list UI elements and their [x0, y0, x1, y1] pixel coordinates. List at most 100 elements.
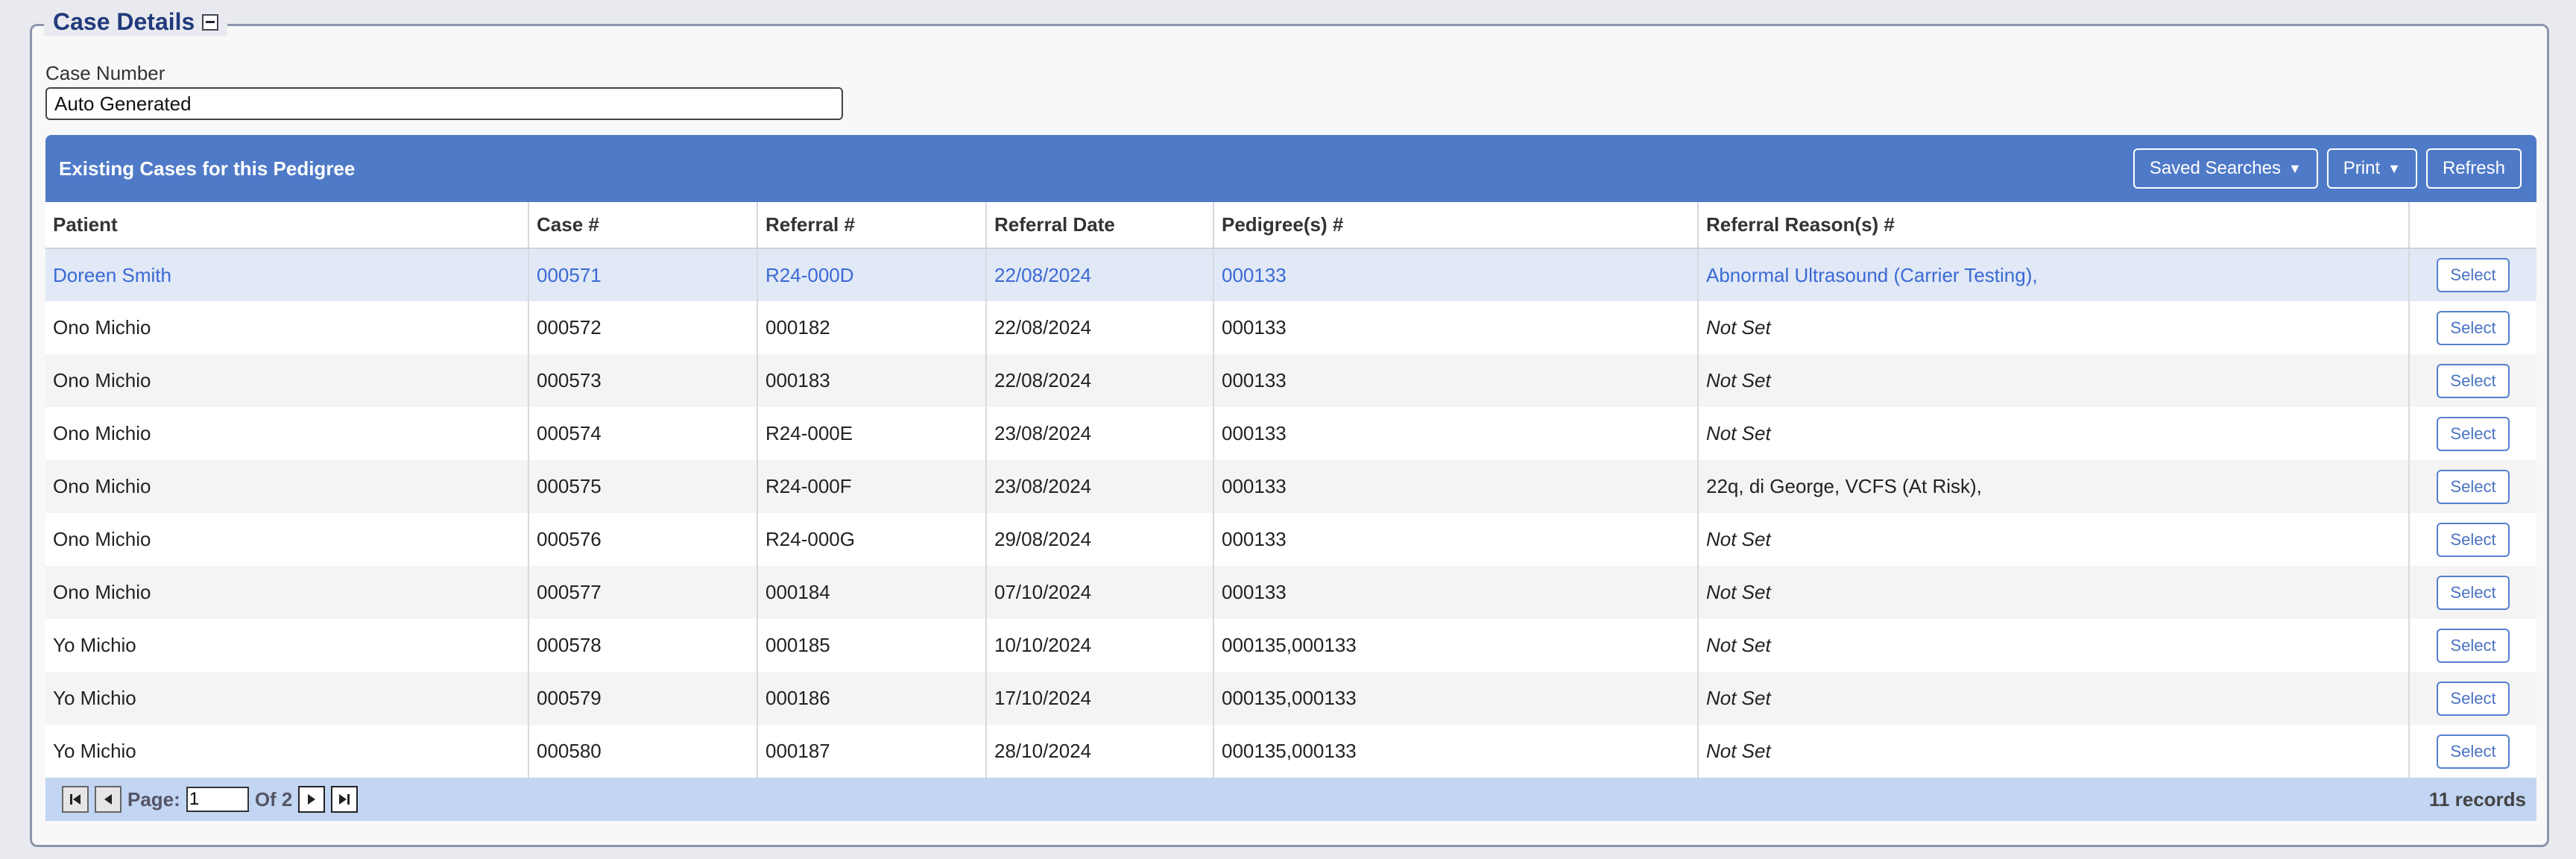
pedigree-cell: 000133 — [1213, 354, 1699, 407]
actions-cell: Select — [2409, 513, 2536, 566]
referral-cell: R24-000F — [757, 460, 987, 513]
column-header-actions — [2409, 202, 2536, 249]
dropdown-caret-icon: ▼ — [2288, 160, 2302, 176]
pedigree-cell: 000133 — [1213, 301, 1699, 354]
case-cell: 000580 — [528, 725, 758, 778]
first-page-icon — [70, 794, 80, 805]
referral-reason-cell: Not Set — [1698, 619, 2410, 672]
referral-date-cell: 23/08/2024 — [986, 460, 1214, 513]
select-button[interactable]: Select — [2437, 575, 2510, 610]
referral-reason-cell: 22q, di George, VCFS (At Risk), — [1698, 460, 2410, 513]
referral-date-cell: 10/10/2024 — [986, 619, 1214, 672]
referral-date-cell: 28/10/2024 — [986, 725, 1214, 778]
select-button[interactable]: Select — [2437, 363, 2510, 398]
page-number-input[interactable] — [186, 787, 249, 812]
table-row[interactable]: Ono Michio 000574 R24-000E 23/08/2024 000133… — [45, 407, 2536, 460]
table-row[interactable]: Ono Michio 000577 000184 07/10/2024 000133 No… — [45, 566, 2536, 619]
pedigree-cell: 000135,000133 — [1213, 672, 1699, 725]
table-row[interactable]: Yo Michio 000578 000185 10/10/2024 000135,00… — [45, 619, 2536, 672]
prev-page-icon — [104, 794, 112, 805]
table-row[interactable]: Ono Michio 000573 000183 22/08/2024 000133 No… — [45, 354, 2536, 407]
referral-reason-cell: Not Set — [1698, 672, 2410, 725]
select-button[interactable]: Select — [2437, 469, 2510, 504]
referral-cell: 000182 — [757, 301, 987, 354]
existing-cases-grid: Existing Cases for this Pedigree Saved S… — [45, 135, 2536, 821]
case-cell: 000574 — [528, 407, 758, 460]
column-header-referral-date[interactable]: Referral Date — [986, 202, 1214, 249]
select-button[interactable]: Select — [2437, 522, 2510, 557]
referral-reason-cell: Not Set — [1698, 301, 2410, 354]
select-button[interactable]: Select — [2437, 628, 2510, 663]
actions-cell: Select — [2409, 460, 2536, 513]
table-row[interactable]: Yo Michio 000580 000187 28/10/2024 000135,00… — [45, 725, 2536, 778]
actions-cell: Select — [2409, 301, 2536, 354]
referral-cell: R24-000D — [757, 248, 987, 301]
page-total: Of 2 — [254, 787, 293, 811]
pedigree-cell: 000133 — [1213, 566, 1699, 619]
pager: Page: Of 2 — [62, 786, 359, 813]
referral-date-cell: 22/08/2024 — [986, 248, 1214, 301]
select-button[interactable]: Select — [2437, 681, 2510, 716]
column-header-case[interactable]: Case # — [528, 202, 758, 249]
print-button[interactable]: Print ▼ — [2326, 148, 2417, 189]
referral-date-cell: 23/08/2024 — [986, 407, 1214, 460]
first-page-button[interactable] — [62, 786, 89, 813]
select-button[interactable]: Select — [2437, 416, 2510, 451]
case-number-input[interactable] — [45, 87, 843, 120]
patient-cell: Yo Michio — [45, 619, 529, 672]
page-label: Page: — [127, 787, 180, 811]
actions-cell: Select — [2409, 619, 2536, 672]
table-row[interactable]: Ono Michio 000576 R24-000G 29/08/2024 000133… — [45, 513, 2536, 566]
column-header-patient[interactable]: Patient — [45, 202, 529, 249]
last-page-icon — [339, 794, 350, 805]
grid-header: Existing Cases for this Pedigree Saved S… — [45, 135, 2536, 202]
patient-cell: Ono Michio — [45, 407, 529, 460]
actions-cell: Select — [2409, 672, 2536, 725]
table-row[interactable]: Doreen Smith 000571 R24-000D 22/08/2024 0001… — [45, 248, 2536, 301]
actions-cell: Select — [2409, 354, 2536, 407]
referral-cell: 000183 — [757, 354, 987, 407]
patient-cell: Ono Michio — [45, 460, 529, 513]
referral-date-cell: 17/10/2024 — [986, 672, 1214, 725]
referral-reason-cell: Not Set — [1698, 513, 2410, 566]
select-button[interactable]: Select — [2437, 310, 2510, 345]
collapse-icon[interactable] — [202, 13, 219, 31]
pedigree-cell: 000133 — [1213, 513, 1699, 566]
next-page-icon — [308, 794, 316, 805]
column-header-referral[interactable]: Referral # — [757, 202, 987, 249]
referral-reason-cell: Not Set — [1698, 354, 2410, 407]
saved-searches-button[interactable]: Saved Searches ▼ — [2133, 148, 2318, 189]
column-header-referral-reason[interactable]: Referral Reason(s) # — [1698, 202, 2410, 249]
refresh-button[interactable]: Refresh — [2425, 148, 2522, 189]
referral-cell: 000186 — [757, 672, 987, 725]
referral-date-cell: 29/08/2024 — [986, 513, 1214, 566]
table-row[interactable]: Yo Michio 000579 000186 17/10/2024 000135,00… — [45, 672, 2536, 725]
case-cell: 000573 — [528, 354, 758, 407]
actions-cell: Select — [2409, 566, 2536, 619]
pedigree-cell: 000135,000133 — [1213, 725, 1699, 778]
patient-cell: Ono Michio — [45, 354, 529, 407]
column-header-pedigree[interactable]: Pedigree(s) # — [1213, 202, 1699, 249]
last-page-button[interactable] — [331, 786, 359, 813]
pedigree-cell: 000135,000133 — [1213, 619, 1699, 672]
case-cell: 000571 — [528, 248, 758, 301]
referral-reason-cell: Not Set — [1698, 407, 2410, 460]
table-row[interactable]: Ono Michio 000575 R24-000F 23/08/2024 000133… — [45, 460, 2536, 513]
dropdown-caret-icon: ▼ — [2387, 160, 2401, 176]
select-button[interactable]: Select — [2437, 258, 2510, 292]
actions-cell: Select — [2409, 407, 2536, 460]
referral-reason-cell: Abnormal Ultrasound (Carrier Testing), — [1698, 248, 2410, 301]
patient-cell: Doreen Smith — [45, 248, 529, 301]
next-page-button[interactable] — [298, 786, 326, 813]
select-button[interactable]: Select — [2437, 734, 2510, 769]
table-row[interactable]: Ono Michio 000572 000182 22/08/2024 000133 No… — [45, 301, 2536, 354]
referral-reason-cell: Not Set — [1698, 725, 2410, 778]
referral-date-cell: 22/08/2024 — [986, 354, 1214, 407]
grid-footer: Page: Of 2 11 records — [45, 778, 2536, 821]
prev-page-button[interactable] — [95, 786, 121, 813]
case-cell: 000578 — [528, 619, 758, 672]
section-title: Case Details — [53, 8, 195, 35]
print-label: Print — [2343, 158, 2381, 178]
patient-cell: Ono Michio — [45, 566, 529, 619]
referral-date-cell: 22/08/2024 — [986, 301, 1214, 354]
